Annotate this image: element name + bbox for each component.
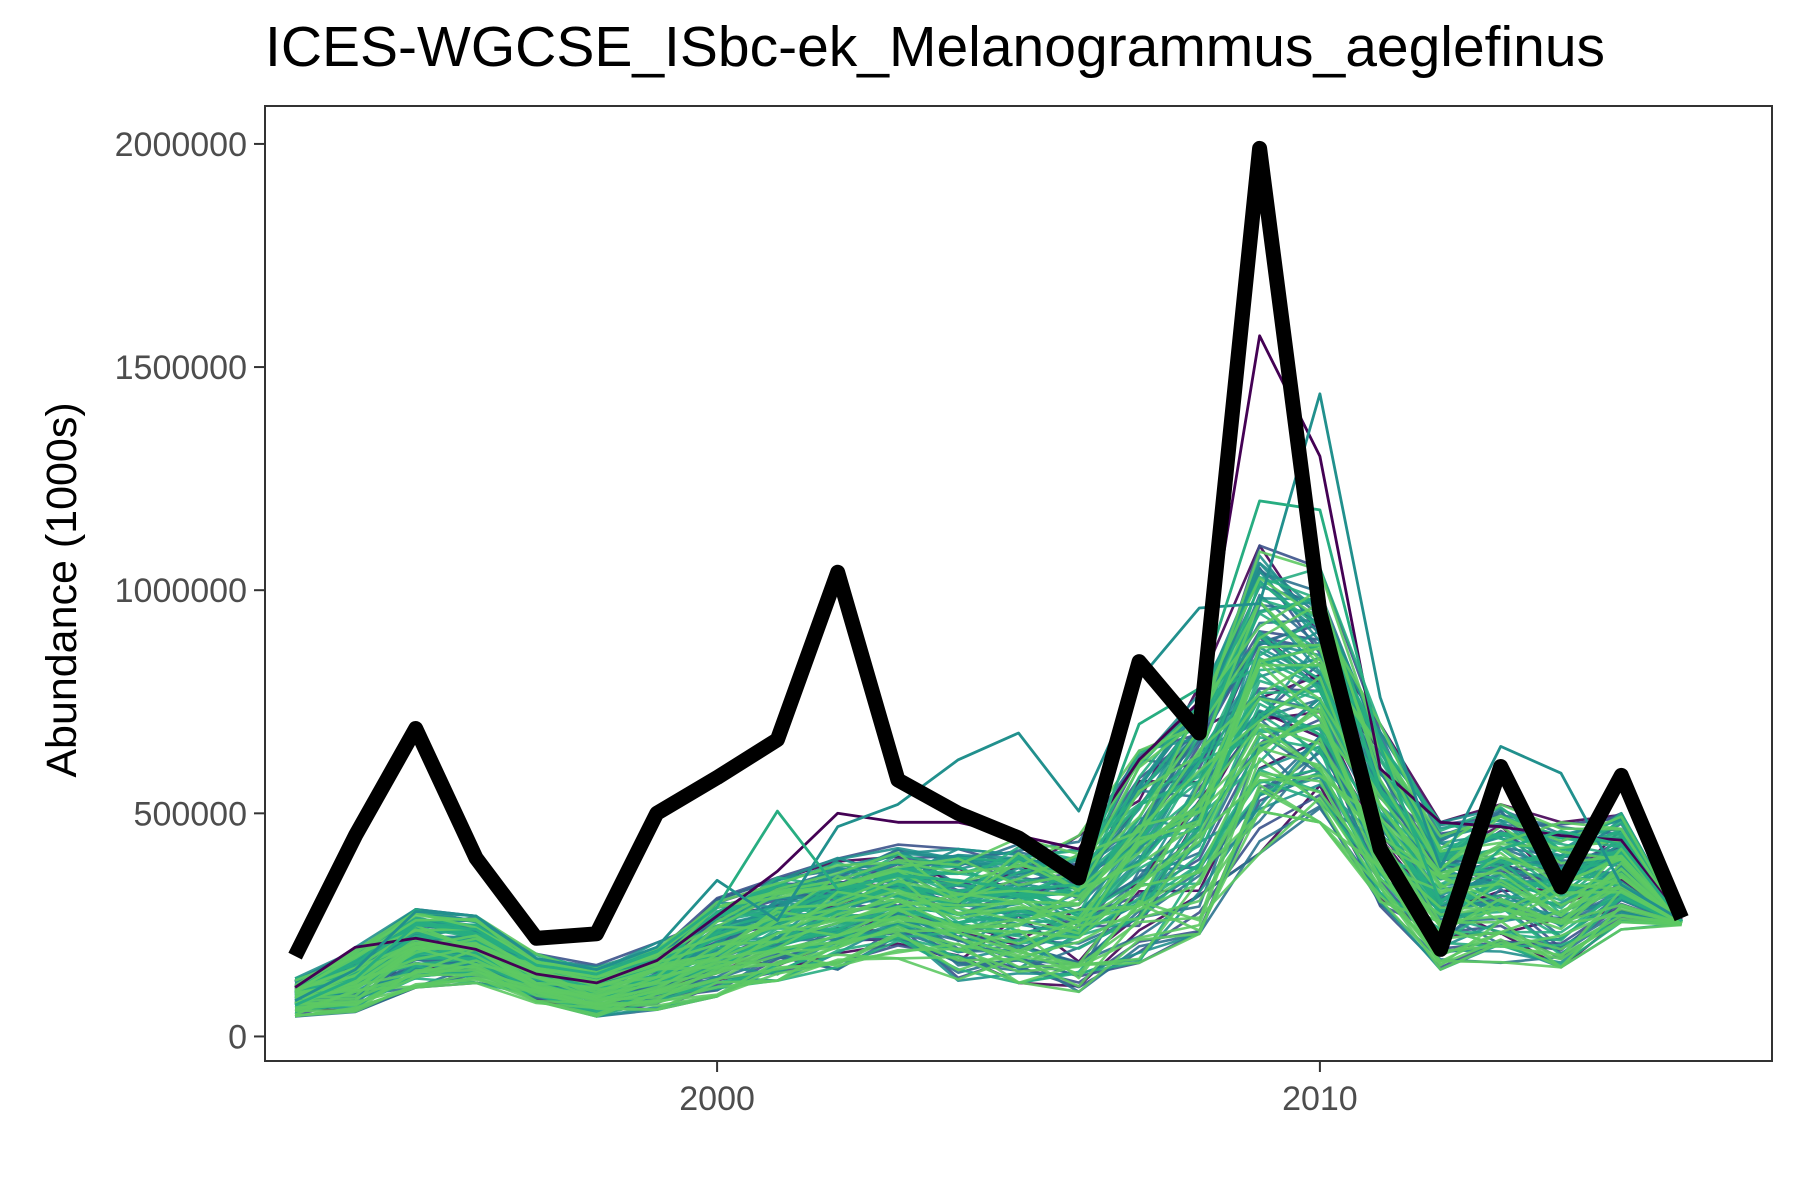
- y-axis-label: Abundance (1000s): [38, 402, 86, 777]
- chart-title: ICES-WGCSE_ISbc-ek_Melanogrammus_aeglefi…: [265, 15, 1605, 79]
- x-tick-label: 2000: [679, 1080, 755, 1118]
- y-tick-label: 0: [228, 1018, 247, 1056]
- plot-area: [264, 105, 1773, 1062]
- y-tick-label: 500000: [134, 795, 247, 833]
- y-axis-label-group: Abundance (1000s): [38, 402, 86, 777]
- x-tick-label: 2010: [1282, 1080, 1358, 1118]
- y-axis: 0 500000 1000000 1500000 2000000: [115, 126, 265, 1056]
- observed-series: [288, 140, 1689, 960]
- ensemble-highlight-line: [294, 392, 1683, 1003]
- ensemble-line: [294, 600, 1683, 993]
- panel-border: [264, 105, 1773, 1062]
- y-tick-label: 1500000: [115, 349, 247, 387]
- ensemble-line: [294, 675, 1683, 1001]
- ensemble-line: [294, 550, 1683, 987]
- ensemble-lines: [294, 544, 1683, 1018]
- ensemble-line: [294, 643, 1683, 999]
- observed-line: [288, 140, 1689, 960]
- y-tick-label: 1000000: [115, 572, 247, 610]
- ensemble-highlight-line: [294, 499, 1683, 1007]
- ensemble-line: [294, 588, 1683, 989]
- y-tick-label: 2000000: [115, 126, 247, 164]
- x-axis: 2000 2010: [679, 1061, 1358, 1118]
- ensemble-line: [295, 796, 1682, 1017]
